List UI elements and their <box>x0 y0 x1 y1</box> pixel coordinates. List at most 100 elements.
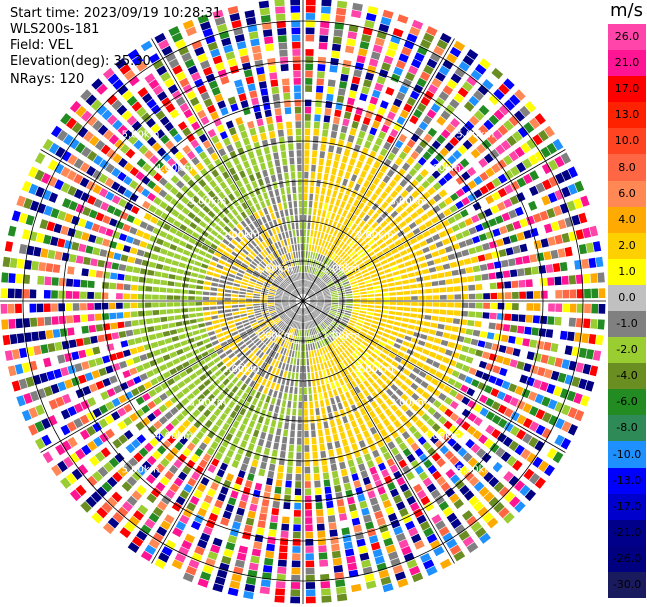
velocity-gate <box>226 281 234 286</box>
velocity-gate <box>379 242 387 250</box>
velocity-gate <box>297 288 301 295</box>
velocity-gate <box>129 367 138 376</box>
velocity-gate <box>36 359 45 370</box>
velocity-gate <box>142 92 153 104</box>
velocity-gate <box>332 404 338 412</box>
velocity-gate <box>391 347 399 354</box>
velocity-gate <box>251 459 259 468</box>
velocity-gate <box>289 302 297 306</box>
velocity-gate <box>393 343 401 349</box>
velocity-gate <box>108 134 120 145</box>
velocity-gate <box>358 374 366 382</box>
velocity-gate <box>104 414 115 425</box>
velocity-gate <box>164 77 175 88</box>
velocity-gate <box>166 344 175 352</box>
velocity-gate <box>479 532 491 544</box>
velocity-gate <box>152 367 161 375</box>
velocity-gate <box>343 541 353 550</box>
velocity-gate <box>329 351 335 358</box>
velocity-gate <box>118 331 127 338</box>
velocity-gate <box>346 258 353 265</box>
velocity-gate <box>482 512 494 523</box>
velocity-gate <box>192 205 201 214</box>
velocity-gate <box>161 97 172 107</box>
velocity-gate <box>350 83 359 92</box>
velocity-gate <box>193 489 203 499</box>
velocity-gate <box>260 233 267 241</box>
velocity-gate <box>259 586 270 595</box>
velocity-gate <box>175 364 184 372</box>
velocity-gate <box>400 189 409 198</box>
velocity-gate <box>291 567 301 575</box>
velocity-gate <box>165 423 175 432</box>
velocity-gate <box>299 308 302 315</box>
velocity-gate <box>503 491 516 503</box>
velocity-gate <box>323 338 328 346</box>
velocity-gate <box>326 188 332 197</box>
velocity-gate <box>173 459 183 469</box>
velocity-gate <box>145 474 156 484</box>
velocity-gate <box>491 401 501 411</box>
velocity-gate <box>301 280 303 287</box>
velocity-gate <box>564 246 573 257</box>
velocity-gate <box>50 236 59 246</box>
velocity-gate <box>334 109 342 118</box>
velocity-gate <box>223 548 234 558</box>
velocity-gate <box>311 437 317 445</box>
velocity-gate <box>217 211 225 219</box>
velocity-gate <box>329 529 338 537</box>
velocity-gate <box>115 58 127 70</box>
velocity-gate <box>282 299 289 301</box>
velocity-gate <box>304 474 311 481</box>
velocity-gate <box>316 341 321 349</box>
velocity-gate <box>358 392 365 400</box>
velocity-gate <box>51 290 58 299</box>
velocity-gate <box>299 380 303 387</box>
velocity-gate <box>358 202 365 210</box>
velocity-gate <box>60 477 72 489</box>
velocity-gate <box>449 261 458 268</box>
velocity-gate <box>116 293 123 300</box>
velocity-gate <box>381 310 389 314</box>
velocity-gate <box>470 148 481 159</box>
velocity-gate <box>351 190 358 198</box>
velocity-gate <box>425 429 434 439</box>
velocity-gate <box>147 425 157 435</box>
velocity-gate <box>309 294 316 298</box>
velocity-gate <box>162 330 171 337</box>
velocity-gate <box>155 332 164 339</box>
velocity-gate <box>258 342 264 349</box>
velocity-gate <box>168 533 180 544</box>
velocity-gate <box>252 104 261 113</box>
velocity-gate <box>290 430 295 438</box>
velocity-gate <box>398 459 408 469</box>
velocity-gate <box>195 431 205 440</box>
velocity-gate <box>81 325 89 334</box>
velocity-gate <box>322 180 328 188</box>
velocity-gate <box>402 340 410 347</box>
velocity-gate <box>345 548 355 557</box>
velocity-gate <box>509 359 518 368</box>
velocity-gate <box>317 297 324 300</box>
velocity-gate <box>446 53 458 64</box>
velocity-gate <box>431 250 440 258</box>
velocity-gate <box>298 272 301 280</box>
velocity-gate <box>178 333 186 340</box>
velocity-gate <box>262 402 269 410</box>
velocity-gate <box>330 253 337 260</box>
velocity-gate <box>388 352 396 359</box>
velocity-gate <box>73 433 84 444</box>
velocity-gate <box>379 318 387 323</box>
velocity-gate <box>330 308 338 312</box>
velocity-gate <box>315 92 323 100</box>
velocity-gate <box>299 222 303 229</box>
velocity-gate <box>210 152 219 161</box>
velocity-gate <box>517 126 529 138</box>
velocity-gate <box>590 319 598 329</box>
velocity-gate <box>203 379 211 387</box>
velocity-gate <box>154 32 167 44</box>
velocity-gate <box>267 57 276 66</box>
velocity-gate <box>317 64 326 72</box>
velocity-gate <box>567 183 578 195</box>
velocity-gate <box>140 550 153 562</box>
